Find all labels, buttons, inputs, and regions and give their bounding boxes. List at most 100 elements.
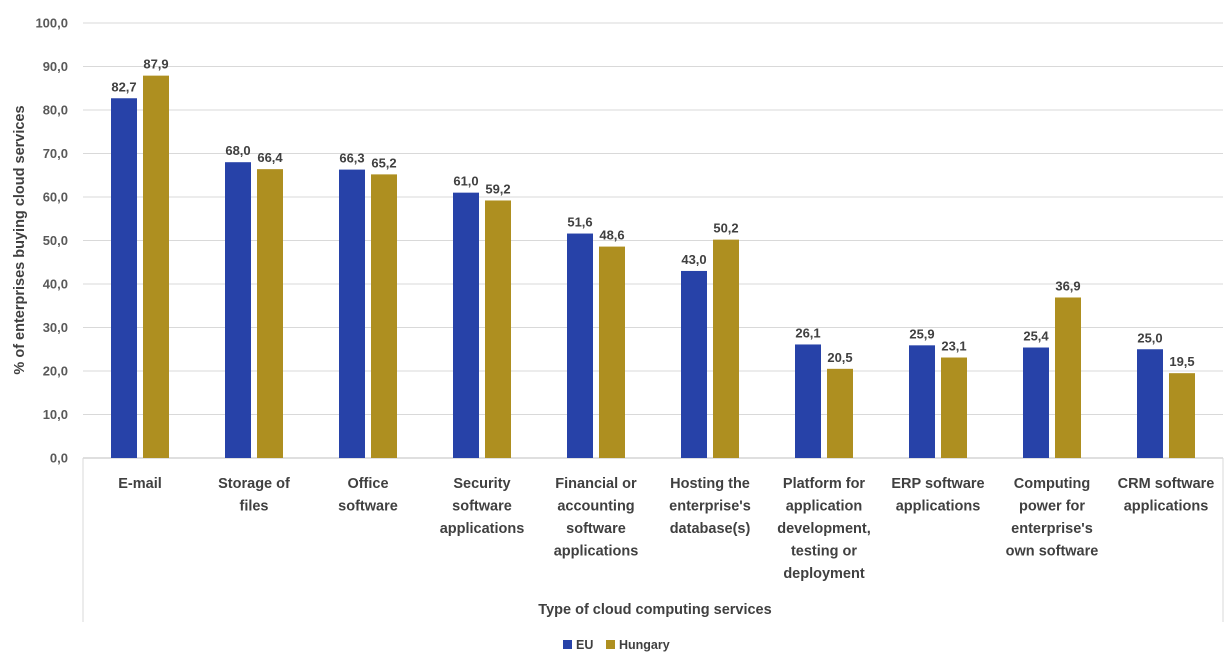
category-label-line: ERP software: [891, 476, 984, 492]
y-tick-label: 60,0: [43, 190, 68, 205]
bar-eu: [1023, 347, 1049, 458]
bar-hungary: [1055, 297, 1081, 458]
category-label-line: development,: [777, 521, 870, 537]
bars: [111, 75, 1195, 459]
y-tick-label: 10,0: [43, 407, 68, 422]
data-label: 51,6: [567, 215, 592, 230]
y-tick-label: 30,0: [43, 320, 68, 335]
data-label: 66,4: [257, 150, 283, 165]
data-label: 50,2: [713, 221, 738, 236]
data-labels: 82,7 68,0 66,3 61,0 51,6 43,0 26,1 25,9 25,4 25,0…: [111, 57, 1194, 370]
category-label: Financial or accounting software applicatio…: [554, 476, 639, 560]
bar-eu: [225, 162, 251, 458]
bar-hungary: [143, 75, 169, 458]
category-label-line: deployment: [783, 566, 865, 582]
data-label: 20,5: [827, 350, 852, 365]
legend-swatch-hungary: [606, 640, 615, 649]
category-label-line: Office: [347, 476, 388, 492]
category-label-line: software: [338, 499, 398, 515]
bar-hungary: [827, 368, 853, 458]
category-label: E-mail: [118, 476, 162, 492]
data-label: 26,1: [795, 325, 820, 340]
category-label-line: Storage of: [218, 476, 290, 492]
category-label-line: power for: [1019, 499, 1085, 515]
data-label: 87,9: [143, 57, 168, 72]
category-label-line: database(s): [670, 521, 751, 537]
legend-swatch-eu: [563, 640, 572, 649]
category-label-line: application: [786, 499, 863, 515]
legend: EU Hungary: [563, 638, 670, 652]
bar-hungary: [713, 239, 739, 458]
data-label: 25,4: [1023, 329, 1049, 344]
y-tick-label: 40,0: [43, 277, 68, 292]
bar-hungary: [1169, 373, 1195, 458]
bar-hungary: [599, 246, 625, 458]
category-label: Computing power for enterprise's own softwa…: [1006, 476, 1099, 560]
y-tick-label: 90,0: [43, 59, 68, 74]
bar-eu: [909, 345, 935, 458]
data-label: 43,0: [681, 252, 706, 267]
category-label-line: software: [452, 499, 512, 515]
category-label-line: Financial or: [555, 476, 637, 492]
y-tick-label: 70,0: [43, 146, 68, 161]
y-tick-label: 20,0: [43, 364, 68, 379]
bar-eu: [681, 270, 707, 458]
category-label-line: applications: [440, 521, 525, 537]
category-label-line: testing or: [791, 544, 857, 560]
bar-eu: [1137, 349, 1163, 458]
y-tick-label: 80,0: [43, 103, 68, 118]
category-label-line: applications: [554, 544, 639, 560]
category-label-line: enterprise's: [1011, 521, 1093, 537]
category-label: Platform for application development, testi…: [777, 476, 870, 582]
category-label-line: enterprise's: [669, 499, 751, 515]
y-tick-label: 50,0: [43, 233, 68, 248]
data-label: 66,3: [339, 151, 364, 166]
category-label: ERP software applications: [891, 476, 984, 515]
category-label-line: Platform for: [783, 476, 866, 492]
category-label: Office software: [338, 476, 398, 515]
category-label-line: Security: [453, 476, 510, 492]
bar-eu: [567, 233, 593, 458]
data-label: 36,9: [1055, 278, 1080, 293]
category-label-line: Computing: [1014, 476, 1091, 492]
data-label: 48,6: [599, 228, 624, 243]
bar-hungary: [257, 169, 283, 458]
category-label-line: Hosting the: [670, 476, 750, 492]
category-label-line: accounting: [557, 499, 634, 515]
category-label: Hosting the enterprise's database(s): [669, 476, 751, 537]
category-axis-frame: [82, 458, 1224, 622]
data-label: 82,7: [111, 79, 136, 94]
y-tick-label: 0,0: [50, 451, 68, 466]
category-label-line: CRM software: [1118, 476, 1215, 492]
y-tick-label: 100,0: [35, 16, 68, 31]
category-label-line: software: [566, 521, 626, 537]
data-label: 61,0: [453, 174, 478, 189]
bar-hungary: [485, 200, 511, 459]
data-label: 59,2: [485, 181, 510, 196]
data-label: 25,9: [909, 326, 934, 341]
category-label: Security software applications: [440, 476, 525, 537]
bar-eu: [111, 98, 137, 458]
gridlines: [83, 22, 1223, 459]
category-label-line: files: [239, 499, 268, 515]
legend-label-hungary: Hungary: [619, 638, 670, 652]
data-label: 23,1: [941, 339, 966, 354]
data-label: 25,0: [1137, 330, 1162, 345]
bar-hungary: [941, 357, 967, 458]
category-label-line: own software: [1006, 544, 1099, 560]
category-label-line: applications: [896, 499, 981, 515]
y-axis-title: % of enterprises buying cloud services: [12, 105, 28, 374]
data-label: 19,5: [1169, 354, 1194, 369]
category-label-line: applications: [1124, 499, 1209, 515]
bar-eu: [453, 192, 479, 458]
category-label: Storage of files: [218, 476, 290, 515]
data-label: 68,0: [225, 143, 250, 158]
y-axis-ticks: 0,0 10,0 20,0 30,0 40,0 50,0 60,0 70,0 80,0 90,0 1…: [35, 16, 68, 466]
data-label: 65,2: [371, 155, 396, 170]
legend-label-eu: EU: [576, 638, 593, 652]
bar-eu: [339, 169, 365, 458]
bar-hungary: [371, 174, 397, 458]
x-axis-title: Type of cloud computing services: [538, 602, 771, 618]
